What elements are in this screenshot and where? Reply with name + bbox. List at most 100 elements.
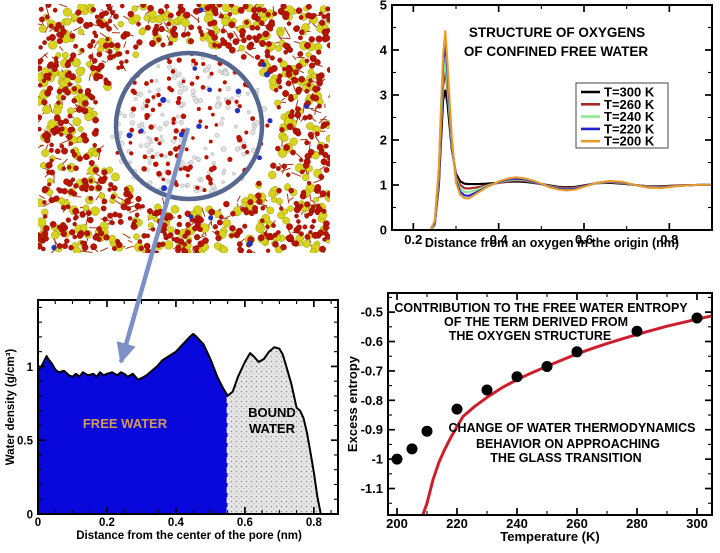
oxygen-atom-dot xyxy=(92,130,98,136)
water-hydrogen-dot xyxy=(150,141,153,144)
y-tick-label: -0.7 xyxy=(361,363,383,378)
oxygen-atom-dot xyxy=(46,2,52,8)
entropy-data-point-9 xyxy=(692,312,703,323)
water-oxygen-dot xyxy=(190,81,195,86)
water-hydrogen-dot xyxy=(208,75,211,78)
water-oxygen-dot xyxy=(195,76,199,80)
oxygen-atom-dot xyxy=(97,52,102,57)
oxygen-atom-dot xyxy=(256,199,262,205)
silicon-atom-dot xyxy=(326,135,333,142)
oxygen-atom-dot xyxy=(107,6,112,11)
oxygen-atom-dot xyxy=(78,89,83,94)
oxygen-atom-dot xyxy=(281,3,287,9)
water-hydrogen-dot xyxy=(179,120,184,125)
oxygen-atom-dot xyxy=(70,33,75,38)
silicon-atom-dot xyxy=(214,242,221,249)
oxygen-atom-dot xyxy=(290,150,295,155)
water-oxygen-dot xyxy=(129,128,134,133)
oxygen-atom-dot xyxy=(39,7,44,12)
oxygen-atom-dot xyxy=(305,234,310,239)
oxygen-atom-dot xyxy=(92,58,97,63)
silicon-atom-dot xyxy=(37,218,46,227)
entropy-data-point-2 xyxy=(422,426,433,437)
oxygen-atom-dot xyxy=(37,115,42,120)
oxygen-atom-dot xyxy=(316,74,320,78)
oxygen-atom-dot xyxy=(192,225,198,231)
oxygen-atom-dot xyxy=(296,129,301,134)
water-oxygen-dot xyxy=(153,162,158,167)
water-hydrogen-dot xyxy=(198,98,203,103)
water-oxygen-dot xyxy=(172,117,177,122)
x-tick-label: 300 xyxy=(686,516,708,531)
oxygen-atom-dot xyxy=(108,19,112,23)
water-hydrogen-dot xyxy=(134,97,138,101)
oxygen-atom-dot xyxy=(266,41,272,47)
oxygen-atom-dot xyxy=(159,26,165,32)
oxygen-atom-dot xyxy=(327,43,333,49)
water-hydrogen-dot xyxy=(219,121,223,125)
silicon-atom-dot xyxy=(39,25,46,32)
water-hydrogen-dot xyxy=(158,126,163,131)
oxygen-atom-dot xyxy=(67,165,71,169)
entropy-data-point-6 xyxy=(542,361,553,372)
water-hydrogen-dot xyxy=(247,110,250,113)
water-hydrogen-dot xyxy=(155,79,158,82)
oxygen-atom-dot xyxy=(42,133,48,139)
oxygen-atom-dot xyxy=(296,225,301,230)
oxygen-atom-dot xyxy=(249,210,254,215)
water-hydrogen-dot xyxy=(221,147,226,152)
water-oxygen-dot xyxy=(201,85,206,90)
oxygen-atom-dot xyxy=(252,205,258,211)
oxygen-atom-dot xyxy=(279,207,283,211)
oxygen-atom-dot xyxy=(228,33,234,39)
oxygen-atom-dot xyxy=(325,7,330,12)
oxygen-atom-dot xyxy=(90,65,96,71)
oxygen-atom-dot xyxy=(296,219,300,223)
oxygen-atom-dot xyxy=(250,25,255,30)
oxygen-atom-dot xyxy=(251,7,257,13)
oxygen-atom-dot xyxy=(251,14,257,20)
oxygen-atom-dot xyxy=(66,204,71,209)
oxygen-atom-dot xyxy=(86,210,91,215)
water-oxygen-dot xyxy=(234,100,238,104)
oxygen-atom-dot xyxy=(158,8,164,14)
oxygen-atom-dot xyxy=(65,62,71,68)
silicon-atom-dot xyxy=(67,108,74,115)
oxygen-atom-dot xyxy=(229,47,235,53)
oxygen-atom-dot xyxy=(181,247,186,252)
oxygen-atom-dot xyxy=(230,211,235,216)
oxygen-atom-dot xyxy=(275,146,280,151)
legend-label-4: T=200 K xyxy=(604,134,655,149)
water-oxygen-dot xyxy=(227,157,232,162)
oxygen-atom-dot xyxy=(108,188,112,192)
oxygen-atom-dot xyxy=(299,204,303,208)
silicon-atom-dot xyxy=(78,29,84,35)
oxygen-atom-dot xyxy=(287,123,293,129)
oxygen-atom-dot xyxy=(262,8,267,13)
oxygen-atom-dot xyxy=(42,79,46,83)
bound-water-label-line-1: BOUND xyxy=(248,405,296,420)
oxygen-atom-dot xyxy=(93,143,97,147)
oxygen-atom-dot xyxy=(126,206,131,211)
water-oxygen-dot xyxy=(158,142,162,146)
oxygen-atom-dot xyxy=(47,183,51,187)
silicon-atom-dot xyxy=(80,224,87,231)
oxygen-atom-dot xyxy=(128,216,132,220)
oxygen-atom-dot xyxy=(324,231,329,236)
oxygen-atom-dot xyxy=(69,229,75,235)
oxygen-atom-dot xyxy=(43,214,47,218)
water-hydrogen-dot xyxy=(123,114,127,118)
oxygen-atom-dot xyxy=(283,43,289,49)
oxygen-atom-dot xyxy=(312,219,316,223)
silicon-atom-dot xyxy=(58,72,65,79)
oxygen-atom-dot xyxy=(233,38,239,44)
oxygen-atom-dot xyxy=(309,36,315,42)
oxygen-atom-dot xyxy=(304,42,310,48)
y-tick-label: -0.5 xyxy=(361,305,383,320)
oxygen-atom-dot xyxy=(168,13,173,18)
water-oxygen-dot xyxy=(150,79,154,83)
oxygen-atom-dot xyxy=(231,226,235,230)
oxygen-atom-dot xyxy=(325,121,329,125)
oxygen-atom-dot xyxy=(308,211,313,216)
water-hydrogen-dot xyxy=(157,65,161,69)
